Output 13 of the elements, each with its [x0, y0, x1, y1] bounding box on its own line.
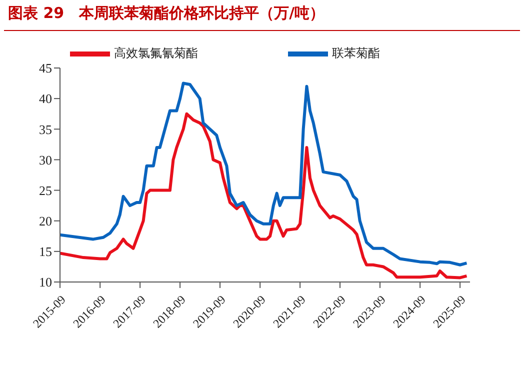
y-tick-label: 35	[39, 122, 52, 137]
y-tick-label: 10	[39, 274, 52, 290]
legend-label: 联苯菊酯	[332, 46, 380, 60]
y-tick-label: 20	[39, 213, 52, 228]
chart-title: 图表 29 本周联苯菊酯价格环比持平（万/吨）	[8, 4, 325, 23]
y-tick-label: 40	[39, 91, 52, 106]
line-series	[60, 112, 468, 280]
legend-label: 高效氯氟氰菊酯	[114, 46, 198, 60]
y-tick-label: 25	[39, 182, 52, 198]
y-tick-label: 45	[39, 60, 52, 76]
y-tick-label: 30	[39, 152, 52, 168]
y-tick-label: 15	[39, 244, 52, 260]
line-series	[60, 82, 468, 266]
